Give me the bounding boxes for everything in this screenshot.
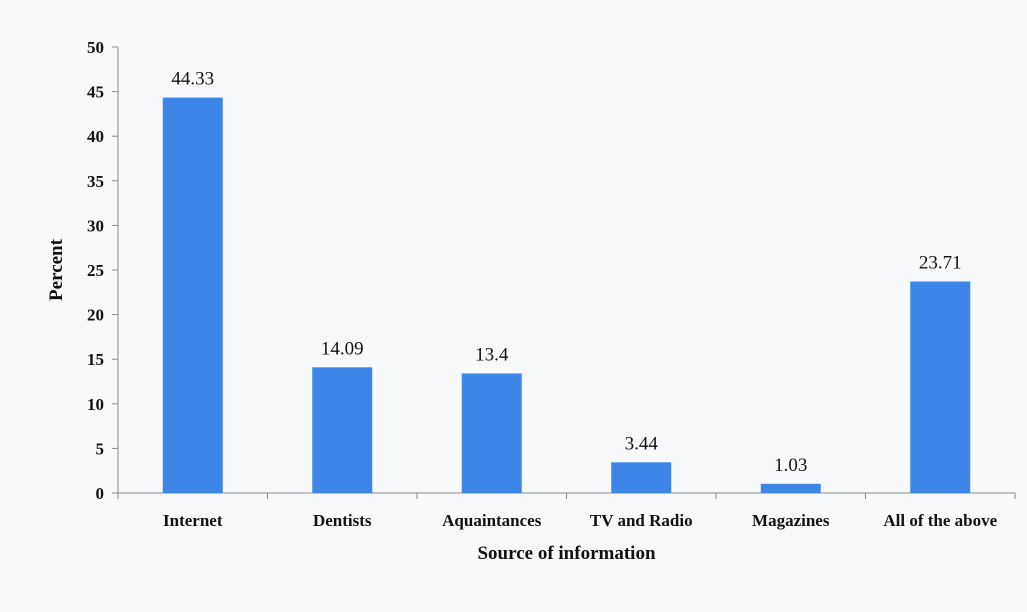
bars	[162, 97, 971, 493]
category-label-0: Internet	[163, 511, 223, 530]
y-tick-label: 15	[87, 350, 104, 369]
y-tick-label: 5	[96, 439, 105, 458]
data-label-4: 1.03	[774, 455, 807, 476]
category-label-5: All of the above	[883, 511, 997, 530]
bar-0	[162, 97, 223, 493]
category-label-2: Aquaintances	[442, 511, 542, 530]
x-axis-title: Source of information	[477, 543, 655, 564]
x-axis	[117, 492, 1016, 499]
y-tick-label: 10	[87, 395, 104, 414]
y-tick-label: 50	[87, 38, 104, 57]
y-tick-label: 20	[87, 306, 104, 325]
data-label-0: 44.33	[171, 69, 214, 90]
category-label-1: Dentists	[313, 511, 372, 530]
y-tick-label: 25	[87, 261, 104, 280]
data-label-5: 23.71	[919, 253, 962, 274]
category-labels: Internet Dentists Aquaintances TV and Radio…	[163, 511, 998, 530]
y-axis-title: Percent	[46, 238, 67, 301]
bar-2	[461, 373, 522, 493]
data-label-2: 13.4	[475, 344, 509, 365]
bar-3	[611, 462, 672, 493]
bar-5	[910, 281, 971, 493]
y-tick-label: 45	[87, 83, 104, 102]
y-tick-label: 35	[87, 172, 104, 191]
y-axis: 0 5 10 15 20 25 30 35 40 45 50	[87, 38, 119, 503]
data-label-1: 14.09	[321, 338, 364, 359]
category-label-3: TV and Radio	[590, 511, 693, 530]
y-tick-label: 0	[96, 484, 105, 503]
bar-4	[760, 483, 821, 493]
bar-1	[312, 367, 373, 493]
y-tick-label: 40	[87, 127, 104, 146]
data-labels: 44.33 14.09 13.4 3.44 1.03 23.71	[171, 69, 961, 476]
category-label-4: Magazines	[752, 511, 830, 530]
data-label-3: 3.44	[625, 433, 659, 454]
y-tick-label: 30	[87, 216, 104, 235]
